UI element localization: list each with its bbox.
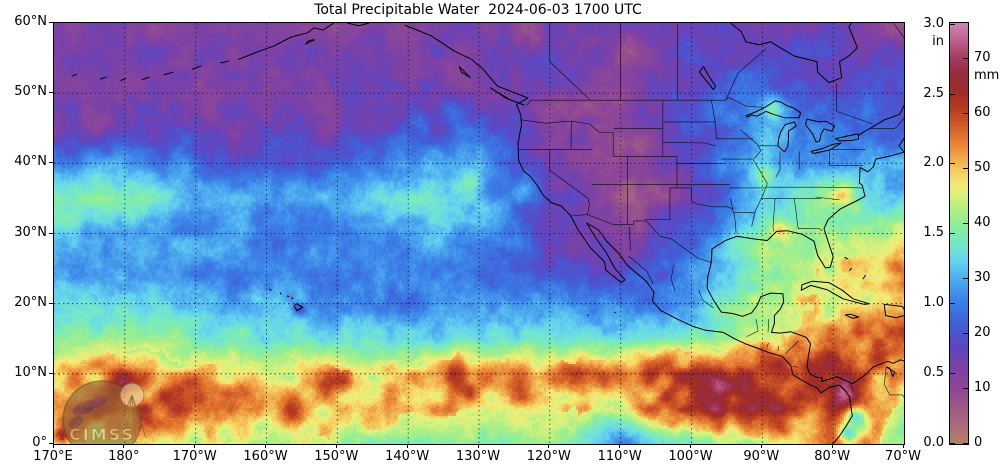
colorbar-tick-in (950, 303, 955, 305)
graticule-layer (54, 23, 904, 444)
x-tick-label: 100°W (668, 449, 713, 464)
x-tick-mark (690, 444, 691, 448)
colorbar-label-in: 2.5 (923, 85, 944, 101)
cimss-satellite2-icon (88, 396, 108, 408)
x-tick-mark (194, 444, 196, 448)
x-tick-label: 160°W (243, 449, 288, 464)
colorbar-tick-mm (963, 443, 968, 444)
colorbar-label-mm: 60 (974, 104, 991, 120)
colorbar-label-in: 1.0 (923, 295, 944, 311)
colorbar-tick-in (950, 23, 955, 25)
colorbar-label-in: 2.0 (923, 155, 944, 171)
y-tick-label: 60°N (14, 14, 47, 29)
y-tick-label: 10°N (14, 364, 47, 380)
colorbar-label-mm: 70 (974, 49, 991, 65)
map-overlay-svg (54, 23, 904, 444)
colorbar-tick-mm (963, 167, 968, 169)
x-tick-mark (265, 444, 266, 448)
colorbar-tick-in (950, 233, 955, 235)
colorbar-tick-mm (963, 277, 968, 279)
x-tick-mark (902, 444, 904, 448)
x-tick-label: 180° (108, 449, 140, 464)
colorbar-label-mm: 50 (974, 159, 991, 175)
x-tick-label: 80°W (814, 449, 851, 464)
colorbar-tick-mm (963, 388, 968, 389)
x-tick-label: 90°W (743, 449, 780, 464)
x-tick-mark (831, 444, 833, 448)
x-tick-label: 130°W (455, 449, 501, 464)
y-tick-mark (49, 22, 53, 23)
cimss-orbit-lines (111, 394, 147, 444)
chart-title: Total Precipitable Water 2024-06-03 1700… (314, 2, 642, 18)
x-tick-mark (335, 444, 337, 448)
x-tick-mark (548, 444, 550, 448)
colorbar-tick-mm (963, 222, 968, 224)
x-tick-mark (760, 444, 762, 448)
colorbar-canvas (949, 22, 969, 445)
y-tick-mark (49, 443, 53, 444)
map-area: CIMSS (53, 22, 905, 445)
y-tick-label: 50°N (14, 84, 47, 100)
colorbar-tick-in (950, 373, 955, 375)
x-tick-label: 140°W (385, 449, 430, 464)
x-tick-label: 150°W (314, 449, 359, 464)
x-tick-label: 70°W (885, 449, 921, 464)
colorbar-unit-mm: mm (974, 67, 1000, 83)
colorbar-unit-in: in (932, 33, 944, 49)
colorbar-tick-mm (963, 112, 968, 114)
y-tick-mark (49, 232, 53, 234)
colorbar-label-in: 1.5 (923, 225, 944, 241)
colorbar-tick-mm (963, 332, 968, 334)
x-tick-mark (619, 444, 621, 448)
colorbar-tick-in (950, 93, 955, 95)
y-tick-label: 0° (32, 435, 47, 450)
y-tick-label: 40°N (14, 154, 47, 170)
y-tick-label: 30°N (14, 224, 47, 240)
tpw-raster-canvas (54, 23, 904, 444)
x-tick-label: 170°E (33, 449, 73, 464)
x-tick-label: 110°W (597, 449, 642, 464)
y-tick-mark (49, 162, 53, 164)
colorbar-label-mm: 40 (974, 214, 991, 230)
x-tick-mark (406, 444, 408, 448)
x-tick-mark (52, 444, 54, 448)
colorbar-tick-in (950, 163, 955, 165)
colorbar-label-mm: 0 (974, 435, 983, 450)
y-tick-mark (49, 302, 53, 304)
colorbar-tick-mm (963, 57, 968, 59)
y-tick-mark (49, 92, 53, 94)
cimss-logo: CIMSS (62, 380, 147, 444)
colorbar-label-mm: 10 (974, 380, 991, 395)
x-tick-label: 120°W (526, 449, 571, 464)
x-tick-mark (477, 444, 479, 448)
colorbar-label-mm: 30 (974, 269, 991, 285)
colorbar-tick-in (950, 443, 955, 444)
cimss-logo-text: CIMSS (69, 425, 135, 444)
y-tick-mark (49, 372, 53, 374)
political-borders-layer (518, 23, 904, 398)
y-tick-label: 20°N (14, 294, 47, 310)
x-tick-mark (123, 444, 125, 448)
coastline-layer (71, 23, 904, 444)
colorbar-label-in: 0.5 (923, 365, 944, 381)
x-tick-label: 170°W (172, 449, 217, 464)
colorbar-label-in: 0.0 (923, 435, 944, 450)
colorbar-label-in: 3.0 (923, 15, 944, 31)
colorbar-label-mm: 20 (974, 324, 991, 340)
cimss-satellite3-icon (68, 416, 84, 428)
